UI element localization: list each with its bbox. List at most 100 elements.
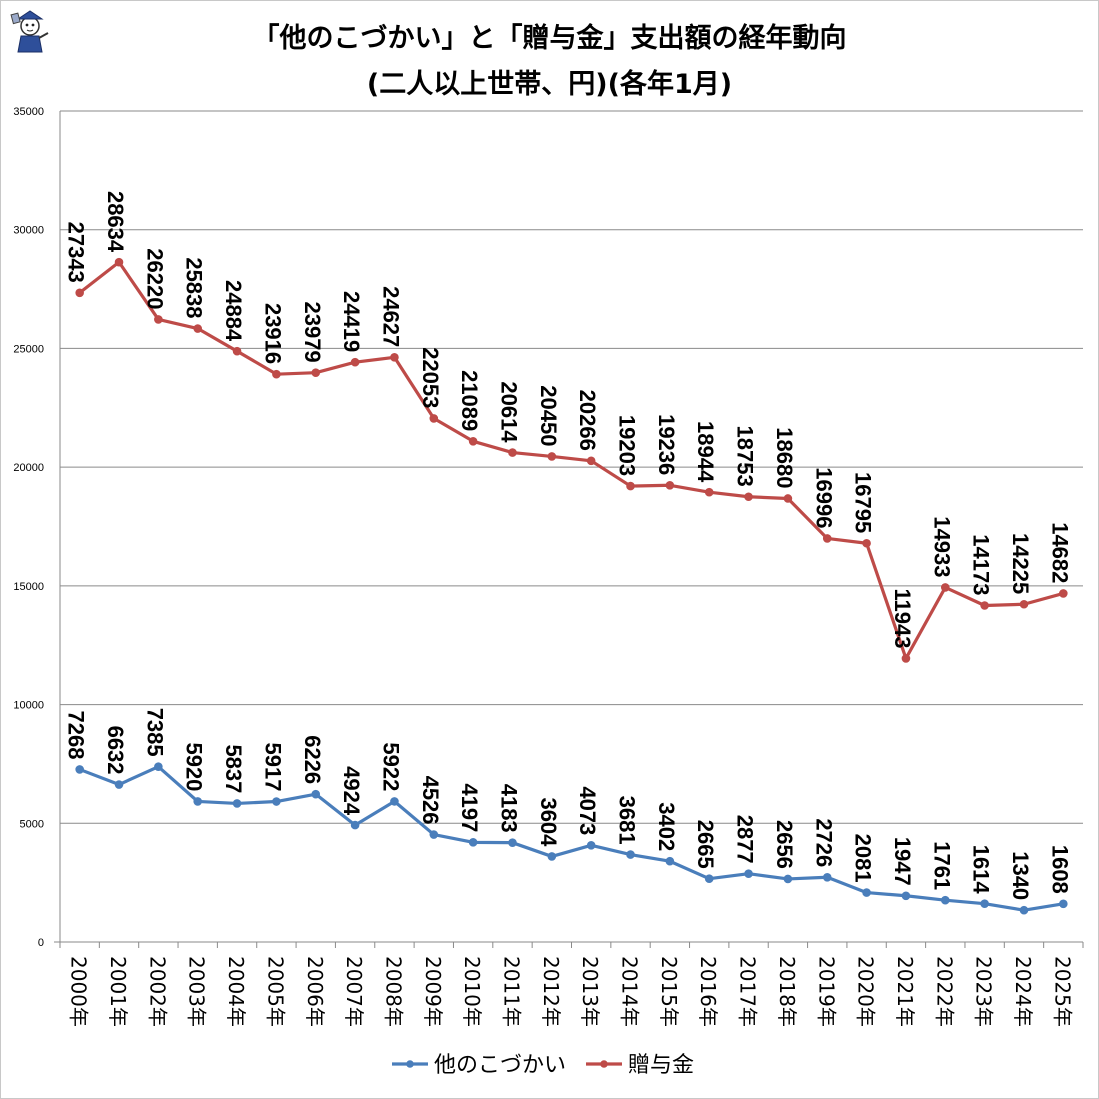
data-label: 27343: [64, 222, 89, 283]
data-label: 4924: [339, 766, 364, 816]
mascot-logo: [10, 10, 49, 53]
data-label: 5922: [378, 742, 403, 791]
legend-label: 他のこづかい: [434, 1053, 566, 1078]
x-tick-label: 2001年: [106, 956, 130, 1027]
data-label: 24627: [378, 286, 403, 347]
data-label: 23979: [300, 301, 325, 362]
data-point: [350, 820, 360, 830]
data-point: [704, 874, 714, 884]
data-point: [154, 315, 163, 324]
y-tick-label: 0: [38, 937, 44, 949]
data-label: 20450: [536, 385, 561, 446]
x-tick-label: 2015年: [657, 956, 681, 1027]
x-tick-label: 2010年: [460, 956, 484, 1027]
data-label: 2656: [772, 820, 797, 869]
data-point: [232, 346, 242, 356]
data-point: [783, 874, 793, 884]
x-tick-label: 2025年: [1050, 956, 1074, 1027]
data-label: 2081: [851, 834, 876, 883]
data-point: [193, 324, 203, 333]
data-label: 11943: [890, 588, 915, 648]
x-tick-label: 2005年: [263, 956, 287, 1027]
data-label: 24419: [339, 291, 364, 352]
data-label: 25838: [182, 257, 207, 318]
data-point: [980, 899, 989, 908]
data-point: [862, 538, 871, 548]
data-point: [114, 780, 124, 789]
x-tick-label: 2013年: [578, 956, 602, 1027]
data-label: 19236: [654, 414, 679, 475]
y-tick-label: 10000: [13, 700, 44, 712]
data-point: [626, 481, 635, 491]
data-point: [311, 368, 321, 377]
data-point: [586, 456, 596, 466]
data-point: [665, 856, 675, 866]
data-point: [901, 891, 911, 901]
x-tick-label: 2014年: [618, 956, 642, 1027]
x-tick-label: 2011年: [499, 956, 523, 1027]
data-point: [1059, 589, 1068, 598]
chart-subtitle: (二人以上世帯、円)(各年1月): [366, 69, 733, 100]
data-point: [822, 872, 832, 882]
series-line-2: [78, 260, 1064, 661]
data-label: 20614: [496, 381, 521, 443]
data-point: [232, 799, 242, 808]
data-label: 26220: [142, 248, 167, 309]
y-tick-label: 35000: [13, 106, 44, 118]
y-tick-label: 30000: [13, 225, 44, 237]
data-label: 14225: [1008, 533, 1033, 594]
data-label: 18944: [693, 421, 718, 483]
data-label: 14682: [1047, 522, 1072, 583]
data-label: 23916: [260, 303, 285, 364]
data-point: [390, 352, 399, 362]
data-point: [154, 762, 163, 771]
data-label: 1614: [969, 845, 994, 895]
data-point: [547, 852, 557, 861]
x-tick-label: 2009年: [421, 956, 445, 1027]
data-label: 2877: [733, 815, 758, 864]
data-point: [547, 452, 557, 461]
data-point: [744, 869, 753, 878]
data-point: [508, 448, 517, 457]
data-label: 6632: [103, 726, 128, 775]
data-label: 24884: [221, 280, 246, 342]
x-tick-label: 2016年: [696, 956, 720, 1027]
data-label: 1761: [929, 841, 954, 890]
x-tick-label: 2020年: [854, 956, 878, 1027]
data-label: 4073: [575, 786, 600, 835]
data-label: 7385: [142, 708, 167, 757]
x-tick-label: 2002年: [145, 956, 169, 1027]
data-point: [193, 797, 203, 806]
data-label: 5837: [221, 744, 246, 793]
y-tick-label: 5000: [20, 818, 44, 830]
data-point: [665, 480, 675, 490]
data-label: 3681: [615, 796, 640, 845]
data-label: 16795: [851, 472, 876, 533]
data-point: [940, 895, 950, 905]
data-label: 18680: [772, 427, 797, 488]
series-line-1: [79, 765, 1064, 912]
x-tick-label: 2022年: [932, 956, 956, 1027]
data-label: 4526: [418, 776, 443, 825]
x-tick-label: 2012年: [539, 956, 563, 1027]
data-label: 20266: [575, 390, 600, 451]
data-label: 1947: [890, 837, 915, 886]
data-point: [1059, 899, 1068, 909]
data-label: 14173: [969, 534, 994, 595]
data-label: 4183: [496, 784, 521, 833]
data-label: 5917: [260, 743, 285, 792]
data-point: [390, 797, 399, 806]
data-label: 6226: [300, 735, 325, 784]
x-tick-label: 2019年: [814, 956, 838, 1027]
data-point: [75, 288, 84, 298]
data-label: 14933: [929, 516, 954, 577]
data-label: 19203: [615, 415, 640, 476]
legend-swatch-marker: [600, 1060, 608, 1068]
data-point: [429, 414, 439, 423]
x-tick-label: 2006年: [303, 956, 327, 1027]
x-tick-label: 2024年: [1011, 956, 1035, 1027]
data-point: [940, 583, 950, 592]
x-tick-label: 2008年: [381, 956, 405, 1027]
data-label: 28634: [103, 191, 128, 253]
